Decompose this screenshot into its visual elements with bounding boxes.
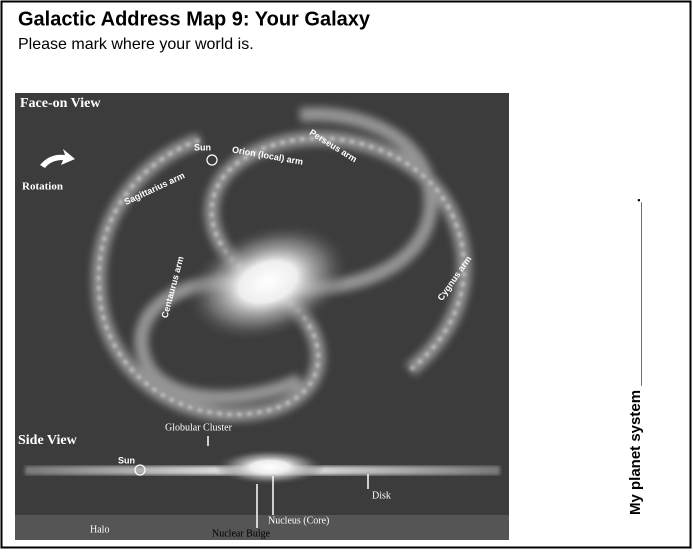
title: Galactic Address Map 9: Your Galaxy: [18, 8, 371, 30]
instruction: Please mark where your world is.: [18, 36, 254, 53]
page: Galactic Address Map 9: Your Galaxy Plea…: [0, 0, 693, 551]
halo-label: Halo: [90, 524, 109, 535]
rotation-label: Rotation: [22, 181, 63, 193]
worksheet: Galactic Address Map 9: Your Galaxy Plea…: [0, 0, 693, 551]
view-label: Side View: [18, 433, 78, 448]
sun-label: Sun: [118, 455, 135, 465]
galaxy-image: [15, 93, 509, 540]
view-label: Face-on View: [20, 96, 101, 111]
disk-label: Disk: [372, 490, 391, 501]
cluster-label: Globular Cluster: [165, 422, 233, 433]
sun-label: Sun: [194, 142, 211, 152]
answer-prompt: My planet system ______________________.: [627, 198, 644, 515]
nucleus-label: Nucleus (Core): [268, 515, 329, 526]
bulge-label: Nuclear Bulge: [212, 528, 271, 539]
